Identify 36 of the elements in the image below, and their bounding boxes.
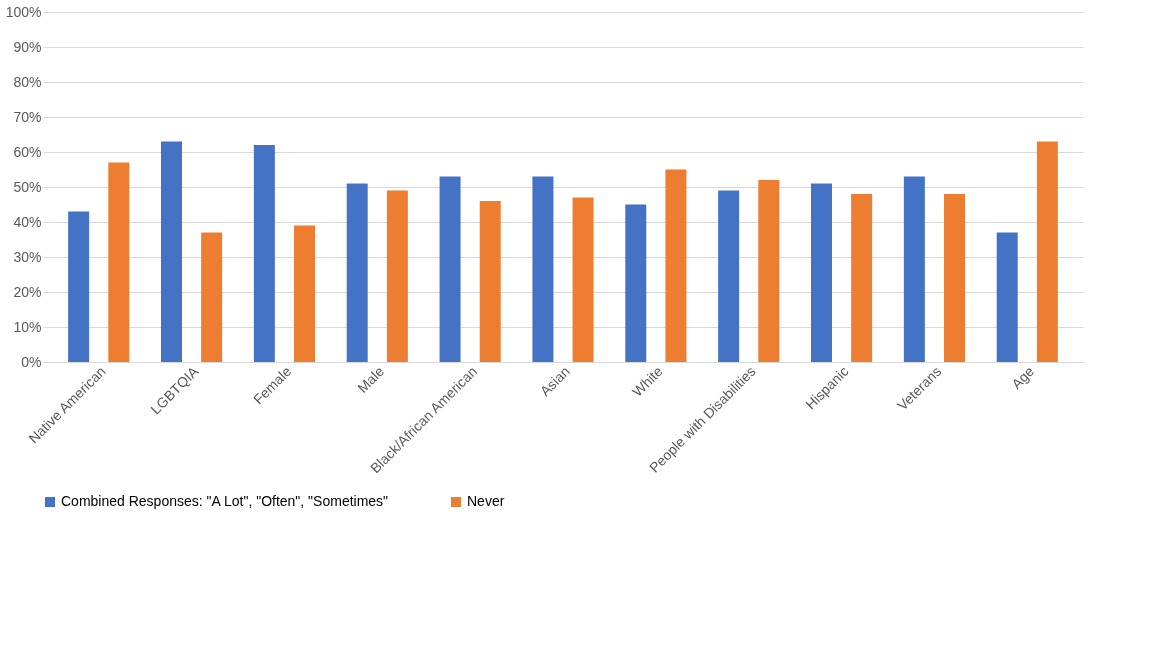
bar	[294, 225, 316, 362]
bar	[386, 190, 408, 362]
legend-label: Never	[467, 493, 505, 509]
y-tick-label: 40%	[13, 213, 42, 230]
bar	[625, 204, 647, 362]
y-tick-label: 80%	[13, 73, 42, 90]
bar	[851, 194, 873, 362]
y-tick-label: 50%	[13, 178, 42, 195]
bar	[68, 211, 90, 362]
bar	[758, 180, 780, 362]
bar	[479, 201, 501, 362]
bar	[253, 145, 275, 362]
y-tick-label: 20%	[13, 283, 42, 300]
bar	[346, 183, 368, 362]
x-tick-label: Age	[1008, 362, 1038, 393]
bar	[439, 176, 461, 362]
bar	[944, 194, 966, 362]
bar	[665, 169, 687, 362]
y-tick-label: 30%	[13, 248, 42, 265]
y-tick-label: 10%	[13, 318, 42, 335]
bar	[572, 197, 594, 362]
y-tick-label: 100%	[5, 3, 42, 20]
y-tick-label: 90%	[13, 38, 42, 55]
bar	[996, 232, 1018, 362]
y-tick-label: 60%	[13, 143, 42, 160]
bar	[810, 183, 832, 362]
y-tick-label: 0%	[21, 353, 42, 370]
legend-label: Combined Responses: "A Lot", "Often", "Sometimes"	[61, 493, 389, 509]
bar	[532, 176, 554, 362]
bar	[903, 176, 925, 362]
bar	[201, 232, 223, 362]
bar	[160, 141, 182, 362]
y-tick-label: 70%	[13, 108, 42, 125]
bar	[108, 162, 130, 362]
bar	[1036, 141, 1058, 362]
bar	[718, 190, 740, 362]
